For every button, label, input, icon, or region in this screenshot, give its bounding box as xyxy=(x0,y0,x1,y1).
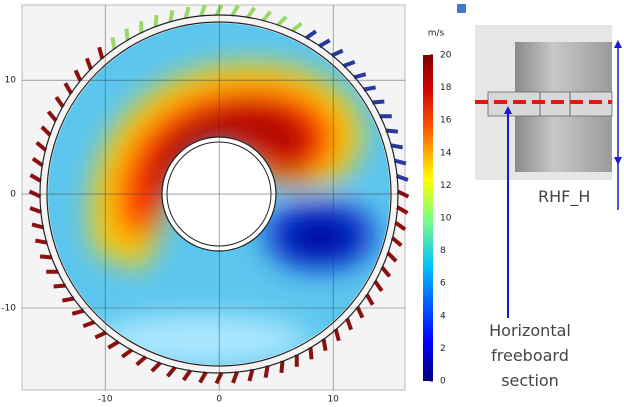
fin xyxy=(29,206,43,214)
fin xyxy=(107,339,120,350)
fin xyxy=(355,305,365,319)
fin xyxy=(183,6,191,20)
fin xyxy=(396,205,409,215)
fin xyxy=(53,283,66,289)
fin xyxy=(308,347,314,360)
inset xyxy=(475,25,622,318)
fin xyxy=(198,371,208,384)
fin xyxy=(245,6,257,19)
fin xyxy=(390,236,403,248)
fin xyxy=(231,370,239,384)
fin xyxy=(153,14,159,28)
fin xyxy=(35,238,48,245)
fin xyxy=(386,251,398,263)
fin xyxy=(31,156,44,168)
section-label: Horizontal freeboard section xyxy=(489,321,571,390)
fin xyxy=(94,330,108,340)
fin xyxy=(63,82,74,95)
fin xyxy=(40,125,52,137)
y-tick-label: 10 xyxy=(5,76,17,86)
colorbar-tick-label: 6 xyxy=(440,279,446,289)
fin xyxy=(168,10,175,23)
fin xyxy=(150,361,162,373)
fin xyxy=(304,29,318,40)
fin xyxy=(46,269,59,274)
colorbar-tick-label: 16 xyxy=(440,116,452,126)
fin xyxy=(165,365,177,378)
fin xyxy=(35,140,48,152)
fin xyxy=(181,369,193,382)
colorbar-tick-label: 2 xyxy=(440,344,446,354)
fin xyxy=(353,72,367,80)
colorbar-tick-label: 8 xyxy=(440,246,446,256)
fin xyxy=(247,368,255,382)
fin xyxy=(139,21,144,34)
fin xyxy=(321,338,328,351)
fin xyxy=(124,28,130,41)
fin xyxy=(372,99,385,105)
fin xyxy=(294,354,299,367)
fin xyxy=(261,10,273,23)
fin xyxy=(380,265,392,278)
fin xyxy=(230,4,240,17)
colorbar-tick-label: 12 xyxy=(440,181,451,191)
fin xyxy=(73,69,83,83)
probe-label: RHF_H xyxy=(538,187,591,206)
fin xyxy=(385,128,399,134)
fin xyxy=(345,317,354,331)
fin xyxy=(263,365,270,378)
colorbar-tick-label: 20 xyxy=(440,51,452,61)
fin xyxy=(290,21,303,33)
colorbar xyxy=(423,55,433,381)
colorbar-tick-label: 0 xyxy=(440,377,446,387)
x-tick-label: 10 xyxy=(327,395,339,405)
fin xyxy=(71,308,85,316)
y-tick-label: -10 xyxy=(1,303,16,313)
fin xyxy=(394,220,407,232)
axes: -10 0 10 -10 0 10 0 2 4 6 8 10 12 14 16 18 20 xyxy=(1,5,452,405)
fin xyxy=(31,222,45,230)
colorbar-tick-label: 10 xyxy=(440,214,452,224)
fin xyxy=(390,143,403,150)
fin xyxy=(279,360,285,374)
fin xyxy=(62,296,75,303)
icon xyxy=(457,4,466,13)
fin xyxy=(379,114,392,119)
fin xyxy=(54,95,65,109)
fin xyxy=(135,355,148,367)
x-tick-label: -10 xyxy=(98,395,113,405)
fin xyxy=(97,46,105,60)
fin xyxy=(276,15,288,27)
fin xyxy=(333,328,341,342)
fin xyxy=(46,110,58,123)
fin xyxy=(84,57,93,71)
fin xyxy=(39,254,53,260)
fin xyxy=(318,38,331,49)
fin xyxy=(330,48,344,58)
fin xyxy=(110,37,117,50)
fin xyxy=(342,59,356,68)
fin xyxy=(395,174,409,182)
colorbar-tick-label: 14 xyxy=(440,148,452,158)
colorbar-tick-label: 18 xyxy=(440,83,452,93)
fin xyxy=(120,348,134,359)
colorbar-label: m/s xyxy=(428,29,445,39)
fin xyxy=(199,4,207,18)
x-tick-label: 0 xyxy=(216,395,222,405)
fin xyxy=(29,173,42,183)
fin xyxy=(364,293,375,306)
fin xyxy=(82,320,96,329)
fin xyxy=(393,158,407,166)
colorbar-tick-label: 4 xyxy=(440,311,446,321)
y-tick-label: 0 xyxy=(10,190,16,200)
fin xyxy=(363,85,376,92)
fin xyxy=(373,279,384,293)
